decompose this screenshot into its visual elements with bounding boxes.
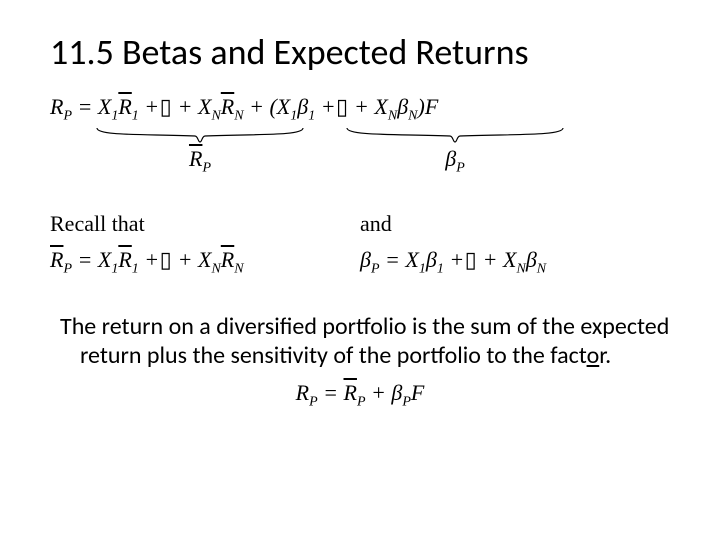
brace-group-beta: βP — [345, 126, 565, 176]
eq-t1-var: X — [98, 94, 111, 119]
fe-beta: β — [391, 380, 402, 405]
body-text-end: r. — [599, 341, 611, 370]
eq-factor: F — [425, 94, 438, 119]
rr-t1-sub: 1 — [419, 262, 426, 277]
rl-lhs-bar: R — [50, 247, 63, 272]
rl-t2-barsub: N — [234, 262, 243, 277]
brace-group-rp: RP — [95, 126, 305, 176]
brace1-bar: R — [189, 146, 202, 171]
rr-t1-beta: β — [426, 247, 437, 272]
eq-p2-var: X — [374, 94, 387, 119]
rr-t1-var: X — [405, 247, 418, 272]
brace2-sub: P — [456, 161, 465, 176]
fe-lhs-sub: P — [309, 395, 318, 410]
rl-t2-sub: N — [211, 262, 220, 277]
rr-t2-betasub: N — [537, 262, 546, 277]
brace2-beta: β — [445, 146, 456, 171]
fe-lhs-var: R — [296, 380, 309, 405]
brace-label-beta: βP — [345, 146, 565, 176]
eq-t2-bar: R — [221, 94, 234, 119]
rl-t1-var: X — [98, 247, 111, 272]
body-text-underline: o — [587, 341, 600, 370]
rl-t1-barsub: 1 — [132, 262, 139, 277]
brace1-sub: P — [202, 161, 211, 176]
slide: 11.5 Betas and Expected Returns RP = X1R… — [0, 0, 720, 540]
eq-p2-beta: β — [397, 94, 408, 119]
eq-t2-sub: N — [211, 108, 220, 123]
eq-lhs-sub: P — [63, 108, 72, 123]
recall-left-eq: RP = X1R1 +▯ + XNRN — [50, 247, 360, 277]
eq-p2-sub: N — [388, 108, 397, 123]
fe-betasub: P — [402, 395, 411, 410]
eq-t1-bar: R — [118, 94, 131, 119]
rl-t2-var: X — [198, 247, 211, 272]
eq-lhs-var: R — [50, 94, 63, 119]
rl-lhs-sub: P — [63, 262, 72, 277]
recall-left-col: Recall that RP = X1R1 +▯ + XNRN — [50, 211, 360, 277]
body-text: The return on a diversified portfolio is… — [70, 313, 670, 371]
brace-row: RP βP — [50, 126, 670, 186]
rr-t2-sub: N — [516, 262, 525, 277]
brace-icon — [95, 126, 305, 144]
rr-lhs-sub: P — [371, 262, 380, 277]
recall-right-col: and βP = X1β1 +▯ + XNβN — [360, 211, 670, 277]
recall-label: Recall that — [50, 211, 360, 237]
eq-p1-beta: β — [297, 94, 308, 119]
recall-right-eq: βP = X1β1 +▯ + XNβN — [360, 247, 670, 277]
eq-p1-var: X — [277, 94, 290, 119]
eq-t2-barsub: N — [234, 108, 243, 123]
rl-t1-bar: R — [118, 247, 131, 272]
final-equation: RP = RP + βPF — [50, 380, 670, 410]
placeholder-box: ▯ — [159, 247, 172, 273]
body-text-main: The return on a diversified portfolio is… — [60, 312, 669, 370]
eq-p1-betasub: 1 — [308, 108, 315, 123]
rr-t1-betasub: 1 — [437, 262, 444, 277]
and-label: and — [360, 211, 670, 237]
eq-p2-betasub: N — [408, 108, 417, 123]
main-equation: RP = X1R1 +▯ + XNRN + (X1β1 +▯ + XNβN)F — [50, 94, 670, 124]
slide-title: 11.5 Betas and Expected Returns — [50, 30, 670, 74]
placeholder-box: ▯ — [464, 247, 477, 273]
rr-lhs: β — [360, 247, 371, 272]
placeholder-box: ▯ — [159, 94, 172, 120]
recall-row: Recall that RP = X1R1 +▯ + XNRN and βP =… — [50, 211, 670, 277]
rl-t2-bar: R — [221, 247, 234, 272]
rr-t2-beta: β — [526, 247, 537, 272]
fe-rsub: P — [357, 395, 366, 410]
rr-t2-var: X — [503, 247, 516, 272]
eq-t1-barsub: 1 — [132, 108, 139, 123]
fe-factor: F — [411, 380, 424, 405]
brace-icon — [345, 126, 565, 144]
placeholder-box: ▯ — [336, 94, 349, 120]
fe-rbar: R — [344, 380, 357, 405]
brace-label-rp: RP — [95, 146, 305, 176]
eq-t2-var: X — [198, 94, 211, 119]
